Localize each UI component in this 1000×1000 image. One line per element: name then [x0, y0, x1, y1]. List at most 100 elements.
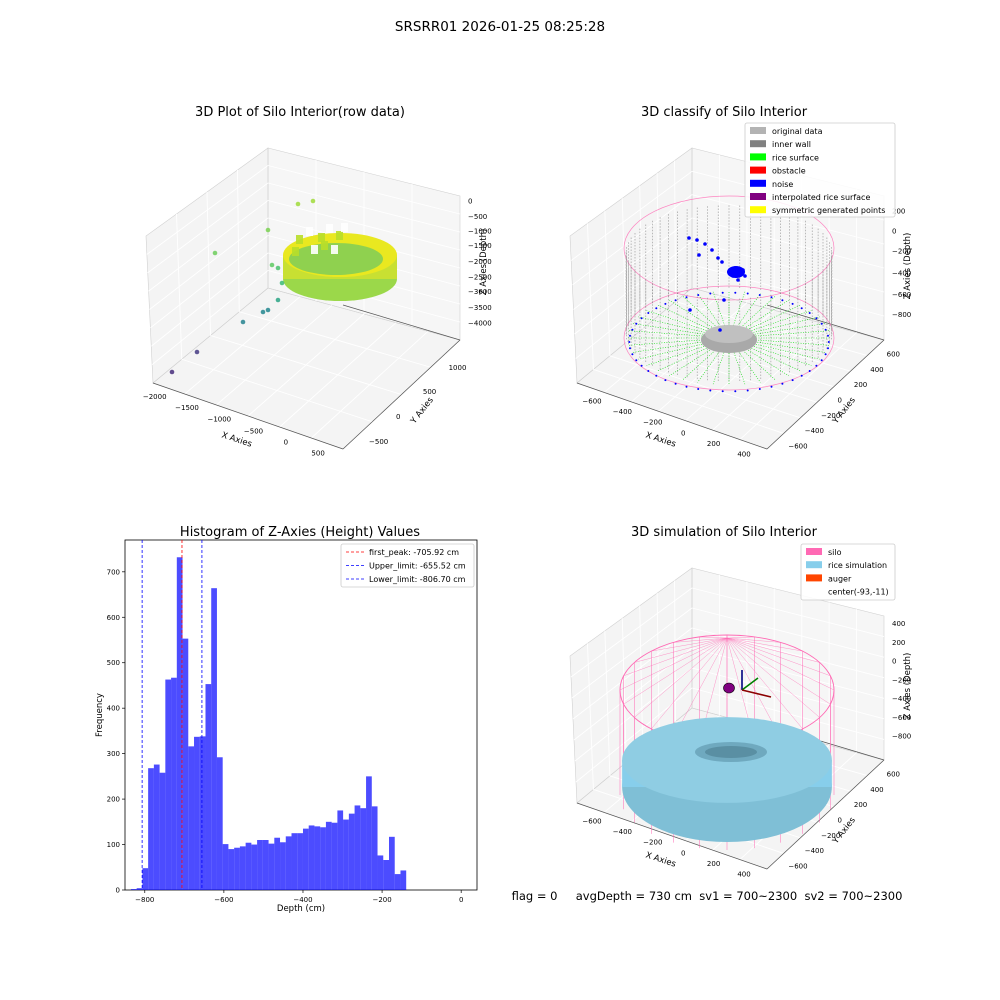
histogram-legend: first_peak: -705.92 cm Upper_limit: -655.… — [340, 543, 475, 588]
legend-label: interpolated rice surface — [772, 193, 870, 202]
y-tick-label: −400 — [805, 847, 824, 855]
y-tick-label: 200 — [107, 796, 120, 804]
classify-rice-surface — [668, 299, 717, 331]
legend-label: first_peak: -705.92 cm — [369, 548, 459, 557]
z-tick-label: −800 — [892, 311, 911, 319]
classify-3d-title: 3D classify of Silo Interior — [641, 105, 808, 120]
gridline — [586, 643, 594, 790]
classify-rice-surface — [744, 304, 802, 332]
classify-noise-point — [674, 382, 677, 385]
gridline — [572, 194, 693, 286]
y-tick-label: 700 — [107, 568, 120, 576]
classify-noise-point — [664, 379, 667, 382]
classify-noise-point — [631, 353, 634, 356]
gridline — [267, 165, 461, 215]
axis-line — [766, 304, 885, 341]
classify-rice-surface — [682, 346, 720, 380]
gridline — [691, 587, 885, 638]
classify-noise-point — [791, 379, 794, 382]
classify-noise-point — [635, 359, 638, 362]
classify-noise-point — [770, 385, 773, 388]
z-tick-label: 200 — [892, 207, 905, 215]
x-tick-label: 0 — [284, 439, 288, 447]
legend-label: Lower_limit: -806.70 cm — [369, 575, 466, 584]
classify-noise-point — [815, 364, 818, 367]
classify-rice-surface — [744, 344, 802, 372]
x-tick-label: −1500 — [175, 404, 199, 412]
z-tick-label: −200 — [892, 248, 911, 256]
x-tick-label: −2000 — [143, 393, 167, 401]
y-tick-label: 600 — [887, 771, 900, 779]
classify-noise-point — [824, 353, 827, 356]
y-tick-label: −200 — [821, 832, 840, 840]
gridline — [151, 270, 269, 365]
classify-noise-point — [827, 341, 830, 343]
histogram-bar — [148, 768, 154, 890]
simulation-3d-legend: silo rice simulation auger center(-93,-11) — [800, 543, 896, 601]
y-tick-label: 500 — [107, 659, 120, 667]
gridline — [150, 252, 269, 347]
histogram-bar — [377, 855, 384, 890]
classify-noise-point — [635, 322, 638, 325]
simulation-silo-roof — [726, 637, 831, 705]
histogram-bar — [268, 843, 275, 890]
classify-noise-point — [697, 294, 700, 296]
raw-3d-title: 3D Plot of Silo Interior(row data) — [195, 105, 405, 120]
raw-3d-ylabel: Y Axies — [408, 395, 436, 427]
raw-obstacle-point — [331, 245, 338, 254]
z-tick-label: −1000 — [468, 228, 492, 236]
raw-noise-point — [269, 262, 275, 268]
histogram-bar — [314, 826, 321, 890]
raw-noise-point — [240, 319, 246, 325]
classify-noise-point — [820, 359, 823, 362]
classify-rice-surface — [741, 345, 790, 377]
gridline — [739, 332, 857, 440]
classify-noise-point — [736, 278, 740, 282]
histogram-bar — [297, 833, 303, 890]
simulation-silo-roof — [651, 637, 728, 652]
classify-noise-point — [716, 256, 720, 260]
y-tick-label: −400 — [805, 427, 824, 435]
gridline — [621, 618, 627, 763]
classify-noise-point — [808, 312, 811, 314]
gridline — [575, 264, 693, 359]
z-tick-label: −600 — [892, 714, 911, 722]
gridline — [239, 311, 431, 368]
histogram-bar — [205, 684, 212, 890]
histogram-bar — [400, 870, 407, 890]
classify-rice-surface — [735, 293, 761, 329]
x-tick-label: −400 — [613, 828, 632, 836]
raw-3d-panel: 3D Plot of Silo Interior(row data) −2000… — [143, 105, 492, 458]
classify-noise-point — [827, 334, 829, 337]
classify-noise-point — [709, 292, 712, 295]
z-tick-label: 0 — [468, 197, 472, 205]
gridline — [603, 295, 720, 393]
legend-label: auger — [828, 574, 852, 583]
histogram-bar — [165, 679, 172, 890]
histogram-bar — [274, 837, 281, 890]
histogram-bar — [343, 819, 349, 890]
classify-noise-point — [703, 242, 707, 246]
histogram-bar — [325, 821, 332, 890]
histogram-bar — [211, 588, 217, 890]
figure-suptitle: SRSRR01 2026-01-25 08:25:28 — [395, 19, 605, 35]
legend-label: noise — [772, 180, 793, 189]
gridline — [712, 324, 830, 431]
axis-line — [342, 304, 461, 341]
raw-obstacle-point — [311, 245, 318, 254]
x-tick-label: −600 — [582, 818, 601, 826]
raw-noise-point — [265, 307, 271, 313]
classify-noise-point — [685, 385, 688, 388]
y-tick-label: −200 — [821, 412, 840, 420]
y-tick-label: 400 — [870, 786, 883, 794]
legend-label: obstacle — [772, 167, 806, 176]
histogram-bar — [366, 776, 372, 890]
z-tick-label: 400 — [892, 620, 905, 628]
gridline — [642, 328, 834, 388]
classify-3d-panel: 3D classify of Silo Interior −600 −400 −20… — [569, 105, 913, 458]
classify-noise-point — [685, 296, 688, 299]
classify-noise-point — [720, 260, 724, 264]
histogram-bar — [285, 836, 292, 890]
classify-noise-point — [664, 302, 667, 305]
legend-swatch-rice-surface — [750, 153, 766, 161]
